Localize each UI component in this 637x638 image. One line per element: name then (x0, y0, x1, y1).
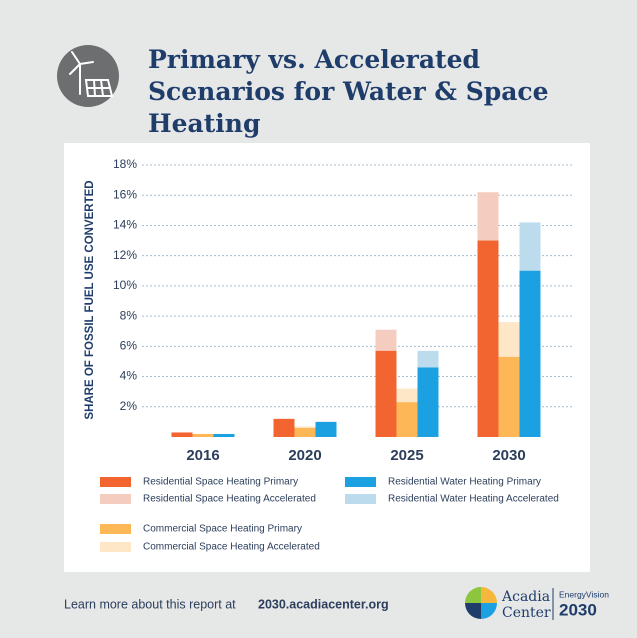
bar (273, 418, 295, 437)
bar (213, 433, 235, 437)
bar (417, 367, 439, 437)
legend-swatch (100, 477, 131, 487)
logo: Acadia Center EnergyVision 2030 (465, 587, 609, 621)
logo-product: EnergyVision (559, 589, 609, 599)
legend-label: Residential Water Heating Primary (388, 477, 541, 488)
bar (315, 421, 337, 437)
x-tick-label: 2020 (288, 447, 321, 464)
bar (396, 402, 418, 437)
bar (477, 240, 499, 437)
y-tick-label: 2% (120, 399, 138, 413)
bar (375, 350, 397, 437)
logo-org: Acadia (501, 589, 550, 605)
bar (498, 356, 520, 437)
y-tick-label: 6% (120, 339, 138, 353)
bar (294, 427, 316, 437)
logo-org: Center (502, 605, 551, 621)
icon (57, 45, 119, 107)
footer-text: Learn more about this report at (64, 597, 236, 611)
legend-swatch (345, 494, 376, 504)
x-tick-label: 2030 (492, 447, 525, 464)
footer-link[interactable]: 2030.acadiacenter.org (258, 597, 389, 611)
legend-swatch (100, 542, 131, 552)
y-axis-label: SHARE OF FOSSIL FUEL USE CONVERTED (84, 180, 96, 419)
legend-label: Residential Space Heating Primary (143, 477, 298, 488)
bar (192, 433, 214, 437)
legend-swatch (345, 477, 376, 487)
legend-swatch (100, 524, 131, 534)
y-tick-label: 4% (120, 369, 138, 383)
y-tick-label: 16% (113, 187, 137, 201)
legend-label: Commercial Space Heating Primary (143, 524, 302, 535)
y-tick-label: 18% (113, 157, 137, 171)
legend-label: Residential Water Heating Accelerated (388, 494, 559, 505)
x-tick-label: 2025 (390, 447, 423, 464)
chart-title: Primary vs. Accelerated Scenarios for Wa… (148, 45, 549, 138)
plot: 2% 4% 6% 8% 10% 12% 14% 16% 18% 2016 2020 2025 2030 R… (100, 157, 572, 553)
y-tick-label: 12% (113, 248, 137, 262)
legend-swatch (100, 494, 131, 504)
logo-year: 2030 (559, 600, 597, 619)
y-tick-label: 10% (113, 278, 137, 292)
y-tick-label: 14% (113, 218, 137, 232)
bar (519, 270, 541, 437)
x-tick-label: 2016 (186, 447, 219, 464)
bar (171, 432, 193, 437)
legend-label: Residential Space Heating Accelerated (143, 494, 316, 505)
y-tick-label: 8% (120, 308, 138, 322)
legend-label: Commercial Space Heating Accelerated (143, 542, 320, 553)
